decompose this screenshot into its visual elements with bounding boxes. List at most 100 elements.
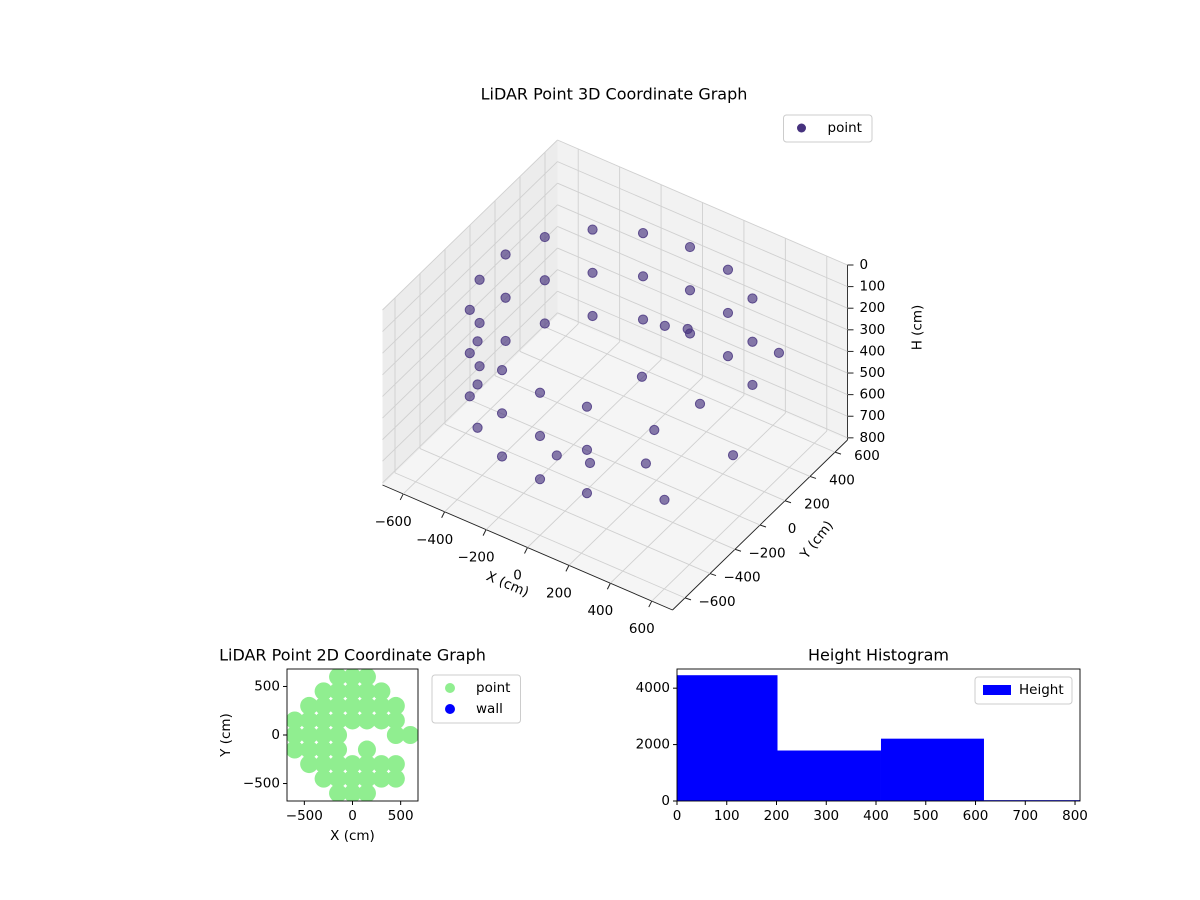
point xyxy=(496,364,508,376)
point xyxy=(534,430,546,442)
y-tick xyxy=(834,451,842,455)
point xyxy=(496,408,508,419)
z-tick-label: 300 xyxy=(860,322,886,338)
chart-title: LiDAR Point 3D Coordinate Graph xyxy=(481,85,748,104)
grid-line xyxy=(557,204,848,331)
point xyxy=(472,379,483,390)
point xyxy=(640,458,651,469)
point xyxy=(329,682,348,701)
point xyxy=(464,348,475,359)
point xyxy=(684,241,696,253)
y-tick-label: 0 xyxy=(661,793,670,809)
point xyxy=(747,379,758,391)
y-tick-label: 600 xyxy=(854,448,880,464)
point xyxy=(357,711,376,730)
point xyxy=(357,740,376,759)
x-tick-label: 0 xyxy=(673,808,682,824)
point xyxy=(314,740,333,759)
y-tick-label: −400 xyxy=(723,570,760,586)
z-tick-label: 700 xyxy=(860,408,886,424)
point xyxy=(329,726,348,744)
point xyxy=(357,755,376,774)
point xyxy=(584,457,596,469)
legend: Height xyxy=(974,676,1073,705)
x-tick xyxy=(482,529,487,536)
point xyxy=(474,274,485,285)
x-tick xyxy=(648,600,653,608)
x-tick-label: −400 xyxy=(416,532,453,548)
point xyxy=(636,371,648,382)
legend-label: Height xyxy=(1019,682,1064,698)
point xyxy=(329,769,348,788)
grid-line xyxy=(557,247,848,374)
point xyxy=(659,494,670,505)
point xyxy=(500,292,511,303)
point xyxy=(474,361,485,372)
y-tick xyxy=(784,500,792,504)
grid-line xyxy=(394,472,686,599)
point xyxy=(329,784,348,801)
point xyxy=(300,740,319,759)
point xyxy=(314,711,333,730)
x-tick-label: −600 xyxy=(375,514,412,530)
plot-area xyxy=(287,669,418,801)
point xyxy=(722,264,734,275)
point xyxy=(287,740,304,759)
x-tick-label: −200 xyxy=(458,550,495,566)
x-tick xyxy=(565,565,570,572)
point xyxy=(314,682,333,701)
point xyxy=(401,726,418,744)
x-tick xyxy=(606,582,611,590)
x-tick xyxy=(441,511,446,519)
point xyxy=(329,669,348,686)
x-tick-label: 200 xyxy=(546,585,572,601)
z-axis-label: H (cm) xyxy=(910,305,926,351)
point xyxy=(357,669,376,686)
grid-line xyxy=(557,161,848,288)
legend-frame xyxy=(783,114,873,143)
x-tick-label: 300 xyxy=(813,808,839,824)
z-tick-label: 500 xyxy=(860,365,886,381)
point xyxy=(357,784,376,801)
x-tick-label: 500 xyxy=(913,808,939,824)
y-tick xyxy=(734,548,742,552)
chart-title: LiDAR Point 2D Coordinate Graph xyxy=(219,646,486,665)
point xyxy=(534,474,546,485)
bar xyxy=(677,675,778,801)
point xyxy=(581,488,593,499)
point xyxy=(329,696,348,715)
legend-marker xyxy=(797,123,806,133)
point xyxy=(287,726,304,744)
point xyxy=(659,320,670,331)
point xyxy=(372,682,391,701)
legend-label: wall xyxy=(476,701,503,717)
legend: point xyxy=(783,114,873,143)
point xyxy=(329,740,348,759)
point xyxy=(464,391,475,402)
grid-line xyxy=(382,204,558,376)
y-tick xyxy=(684,597,692,601)
point xyxy=(357,696,376,715)
grid-line xyxy=(557,290,848,417)
grid-line xyxy=(557,182,848,309)
legend-marker xyxy=(445,704,455,714)
point xyxy=(534,387,546,398)
z-tick-label: 400 xyxy=(860,343,886,359)
x-tick-label: −500 xyxy=(286,808,323,824)
x-tick xyxy=(399,493,404,501)
legend-marker xyxy=(445,683,455,693)
grid-line xyxy=(444,423,736,550)
point xyxy=(551,450,562,461)
point xyxy=(343,669,362,686)
point xyxy=(357,682,376,701)
point xyxy=(496,451,508,462)
point xyxy=(500,335,511,347)
point xyxy=(314,696,333,715)
point xyxy=(727,450,739,461)
x-axis-label: X (cm) xyxy=(330,828,375,844)
point xyxy=(300,711,319,730)
x-tick-label: 600 xyxy=(963,808,989,824)
grid-line xyxy=(557,226,848,352)
